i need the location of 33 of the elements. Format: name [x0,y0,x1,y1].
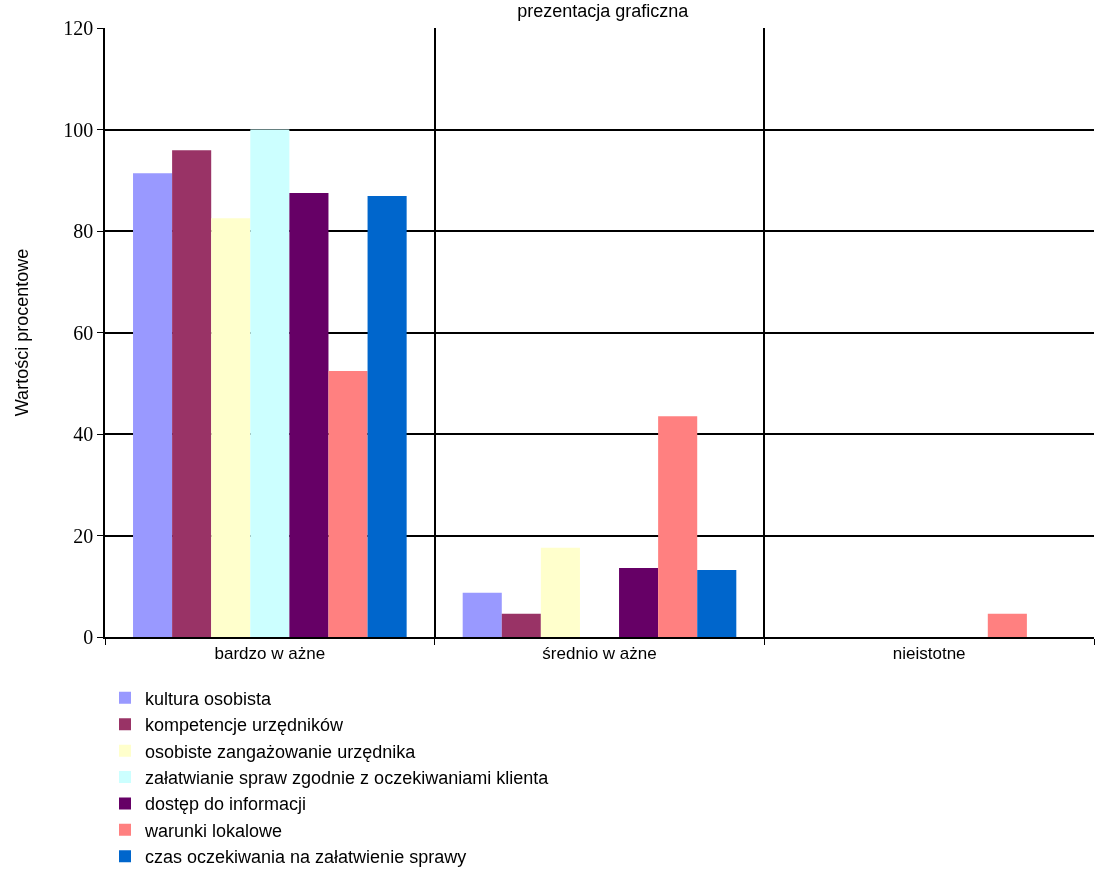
legend-label: załatwianie spraw zgodnie z oczekiwaniami klienta [145,768,550,789]
x-tick-label: średnio w ażne [542,644,657,664]
bar [619,567,659,637]
legend-label: dostęp do informacji [145,794,307,815]
legend-label: osobiste zangażowanie urzędnika [145,741,417,762]
legend-label: warunki lokalowe [144,820,283,841]
y-axis-title: Wartości procentowe [11,248,32,417]
chart-title: prezentacja graficzna [517,0,690,21]
x-tick-label: bardzo w ażne [214,644,326,664]
bar [289,192,329,637]
bar [462,592,502,637]
y-tick-label: 120 [63,17,94,39]
y-tick-label: 100 [63,118,94,141]
bar [501,613,541,637]
bar [172,150,212,637]
legend-label: kultura osobista [145,688,273,709]
bar [658,416,698,637]
x-tick-label: nieistotne [892,644,966,664]
bar [250,129,290,637]
legend-label: kompetencje urzędników [145,715,345,736]
legend-label: czas oczekiwania na załatwienie sprawy [145,847,467,868]
y-tick-label: 80 [73,220,94,242]
bar [133,173,173,637]
bar [211,218,251,637]
bar [328,371,368,637]
bar [987,613,1027,637]
y-tick-label: 0 [83,626,94,648]
y-tick-label: 40 [73,423,94,445]
bar [697,570,737,637]
bar [367,195,407,637]
y-tick-label: 60 [73,321,94,344]
y-tick-label: 20 [73,524,94,547]
bar [540,547,580,637]
